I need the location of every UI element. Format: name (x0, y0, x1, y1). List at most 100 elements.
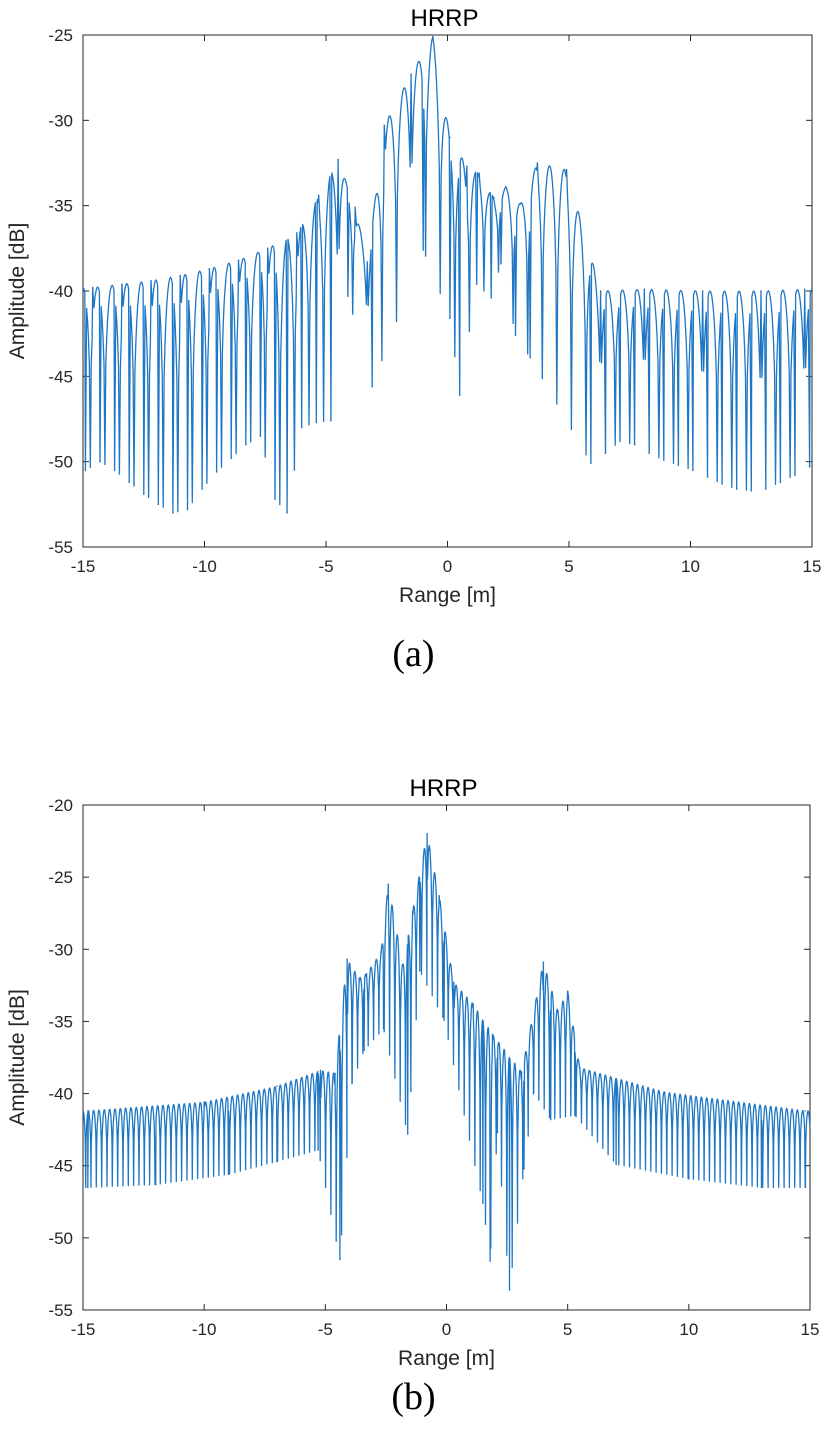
peak-point (701, 290, 704, 292)
chart-panel-a: -15 -10 -5 0 5 10 15 -55 -50 -45 -40 -35 -30 -25 HRRP R… (0, 0, 827, 700)
y-tick-label: -55 (48, 1301, 73, 1320)
y-tick-label: -30 (48, 940, 73, 959)
peak-point (599, 290, 602, 292)
null-point (382, 1027, 385, 1030)
null-point (330, 419, 332, 422)
x-tick-label: 15 (801, 1320, 820, 1339)
null-point (99, 460, 101, 463)
null-point (475, 283, 478, 285)
peak-point (346, 958, 348, 961)
x-tick-label: 0 (442, 1320, 451, 1339)
peak-point (491, 1033, 494, 1036)
null-point (186, 508, 189, 511)
peak-point (179, 274, 181, 277)
peak-point (505, 186, 507, 188)
hrrp-chart-b: -15 -10 -5 0 5 10 15-55-50-45-40-35-30-25-20HR… (6, 775, 820, 1370)
null-point (706, 476, 709, 478)
peak-point (472, 1003, 474, 1005)
x-tick-label: -10 (192, 1320, 217, 1339)
null-point (419, 970, 421, 972)
peak-point (203, 1101, 205, 1104)
null-point (532, 1091, 535, 1093)
y-tick-label: -30 (48, 111, 73, 130)
y-tick-label: -25 (48, 868, 73, 887)
y-tick-label: -55 (48, 538, 73, 557)
peak-point (578, 1066, 581, 1069)
peak-point (317, 194, 320, 197)
x-tick-label: -5 (318, 557, 333, 576)
null-point (276, 1160, 278, 1163)
peak-point (383, 124, 386, 127)
null-point (590, 462, 592, 465)
null-point (84, 469, 87, 472)
null-point (500, 262, 502, 265)
caption-a: (a) (392, 633, 435, 675)
y-axis-label: Amplitude [dB] (6, 989, 29, 1126)
null-point (347, 295, 349, 297)
peak-point (358, 977, 361, 979)
null-point (508, 1289, 511, 1291)
x-tick-label: 10 (681, 557, 700, 576)
y-tick-label: -35 (48, 1012, 73, 1031)
y-tick-label: -40 (48, 1085, 73, 1104)
peak-point (466, 165, 468, 168)
null-point (688, 1177, 690, 1180)
peak-point (411, 910, 414, 913)
x-tick-label: -15 (71, 557, 96, 576)
peak-point (478, 172, 480, 175)
null-point (128, 481, 130, 483)
null-point (422, 249, 425, 251)
null-point (529, 356, 531, 359)
y-tick-label: -25 (48, 26, 73, 45)
peak-point (208, 268, 211, 270)
null-point (721, 483, 723, 485)
null-point (274, 498, 276, 501)
null-point (482, 1202, 484, 1205)
hrrp-chart-a: -15 -10 -5 0 5 10 15-55-50-45-40-35-30-25HRRPR… (6, 5, 822, 607)
null-point (750, 489, 753, 492)
null-point (443, 1019, 445, 1021)
peak-point (410, 73, 412, 76)
peak-point (121, 283, 123, 285)
series-line (82, 833, 811, 1291)
null-point (201, 488, 203, 490)
peak-point (87, 1110, 89, 1112)
y-tick-label: -50 (48, 453, 73, 472)
null-point (142, 493, 145, 495)
y-tick-label: -45 (48, 1157, 73, 1176)
x-tick-label: 15 (803, 557, 822, 576)
null-point (794, 474, 796, 477)
peak-point (643, 288, 646, 291)
peak-point (266, 247, 269, 250)
null-point (154, 1183, 157, 1186)
null-point (449, 317, 451, 320)
null-point (615, 1163, 617, 1166)
null-point (804, 1186, 806, 1189)
peak-point (365, 973, 368, 975)
peak-point (519, 203, 522, 205)
chart-title: HRRP (410, 5, 478, 32)
null-point (230, 457, 233, 460)
null-point (662, 459, 665, 461)
null-point (406, 1133, 409, 1135)
y-tick-label: -35 (48, 197, 73, 216)
null-point (259, 435, 262, 437)
y-tick-label: -40 (48, 282, 73, 301)
peak-point (334, 1072, 336, 1075)
y-tick-label: -45 (48, 367, 73, 386)
peak-point (319, 1069, 322, 1072)
null-point (172, 512, 174, 514)
peak-point (276, 1085, 278, 1088)
x-tick-label: 10 (679, 1320, 698, 1339)
x-tick-label: -10 (192, 557, 217, 576)
null-point (692, 469, 694, 472)
peak-point (426, 833, 428, 835)
null-point (87, 1186, 89, 1189)
caption-b: (b) (391, 1376, 436, 1418)
peak-point (565, 169, 568, 171)
peak-point (536, 162, 539, 164)
peak-point (542, 961, 545, 964)
null-point (574, 1114, 576, 1117)
y-axis-label: Amplitude [dB] (6, 223, 29, 360)
null-point (735, 488, 738, 490)
